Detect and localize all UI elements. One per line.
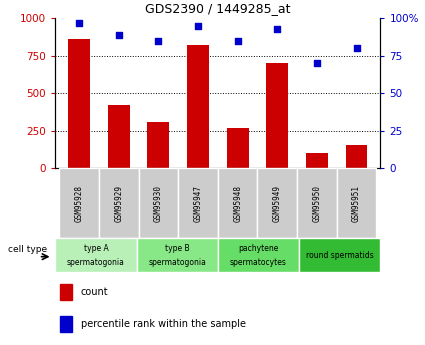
- Bar: [218, 168, 258, 238]
- Bar: [99, 168, 139, 238]
- Text: type A: type A: [84, 244, 108, 253]
- Point: [195, 23, 201, 28]
- Bar: [187, 45, 209, 168]
- Bar: [68, 39, 90, 168]
- Text: count: count: [81, 287, 108, 297]
- Bar: [59, 168, 99, 238]
- Bar: [346, 145, 368, 168]
- Bar: [306, 153, 328, 168]
- Bar: [55, 238, 136, 272]
- Point: [155, 38, 162, 43]
- Bar: [227, 128, 249, 168]
- Title: GDS2390 / 1449285_at: GDS2390 / 1449285_at: [145, 2, 291, 16]
- Text: GSM95930: GSM95930: [154, 185, 163, 221]
- Bar: [139, 168, 178, 238]
- Bar: [297, 168, 337, 238]
- Text: percentile rank within the sample: percentile rank within the sample: [81, 319, 246, 329]
- Bar: [266, 63, 288, 168]
- Point: [314, 60, 320, 66]
- Bar: [218, 238, 299, 272]
- Text: GSM95949: GSM95949: [273, 185, 282, 221]
- Bar: [299, 238, 380, 272]
- Text: GSM95929: GSM95929: [114, 185, 123, 221]
- Text: GSM95948: GSM95948: [233, 185, 242, 221]
- Bar: [108, 105, 130, 168]
- Text: cell type: cell type: [8, 245, 48, 254]
- Bar: [178, 168, 218, 238]
- Text: round spermatids: round spermatids: [306, 250, 374, 259]
- Bar: [136, 238, 218, 272]
- Text: pachytene: pachytene: [238, 244, 279, 253]
- Point: [353, 45, 360, 51]
- Text: spermatocytes: spermatocytes: [230, 258, 287, 267]
- Text: spermatogonia: spermatogonia: [148, 258, 206, 267]
- Point: [234, 38, 241, 43]
- Bar: [147, 122, 169, 168]
- Text: GSM95951: GSM95951: [352, 185, 361, 221]
- Text: type B: type B: [165, 244, 190, 253]
- Text: GSM95950: GSM95950: [312, 185, 321, 221]
- Point: [115, 32, 122, 37]
- Point: [76, 20, 82, 25]
- Text: spermatogonia: spermatogonia: [67, 258, 125, 267]
- Bar: [258, 168, 297, 238]
- Text: GSM95947: GSM95947: [193, 185, 202, 221]
- Bar: [60, 316, 72, 332]
- Point: [274, 26, 280, 31]
- Bar: [60, 284, 72, 300]
- Bar: [337, 168, 377, 238]
- Text: GSM95928: GSM95928: [74, 185, 84, 221]
